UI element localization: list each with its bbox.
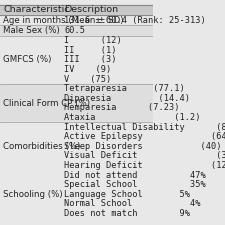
Bar [0,15,153,25]
Text: Hearing Deficit             (12): Hearing Deficit (12) [64,161,225,170]
Bar [0,170,153,218]
Bar [0,122,153,170]
Text: III    (3): III (3) [64,55,117,64]
Bar [0,5,153,15]
Text: Intellectual Disability      (83): Intellectual Disability (83) [64,123,225,132]
Text: Did not attend          47%: Did not attend 47% [64,171,206,180]
Text: Active Epilepsy             (64): Active Epilepsy (64) [64,132,225,141]
Text: Characteristic: Characteristic [3,5,70,14]
Text: Age in months (Mean ± SD): Age in months (Mean ± SD) [3,16,124,25]
Text: Schooling (%): Schooling (%) [3,190,63,199]
Text: V    (75): V (75) [64,74,111,83]
Text: Language School       5%: Language School 5% [64,190,190,199]
Text: Description: Description [64,5,118,14]
Text: IV    (9): IV (9) [64,65,111,74]
Text: Visual Deficit               (33): Visual Deficit (33) [64,151,225,160]
Text: Does not match        9%: Does not match 9% [64,209,190,218]
Text: GMFCS (%): GMFCS (%) [3,55,52,64]
Text: Ataxia               (1.2): Ataxia (1.2) [64,113,201,122]
Text: Special School          35%: Special School 35% [64,180,206,189]
Text: II     (1): II (1) [64,46,117,55]
Bar [0,84,153,122]
Text: 60.5: 60.5 [64,26,85,35]
Text: Clinical Form CP (%): Clinical Form CP (%) [3,99,90,108]
Text: Sleep Disorders           (40): Sleep Disorders (40) [64,142,222,151]
Bar [0,36,153,84]
Text: I      (12): I (12) [64,36,122,45]
Text: Diparesia         (14.4): Diparesia (14.4) [64,94,190,103]
Text: Comorbidities (%): Comorbidities (%) [3,142,80,151]
Text: Normal School           4%: Normal School 4% [64,200,201,209]
Text: Tetraparesia     (77.1): Tetraparesia (77.1) [64,84,185,93]
Text: 131.6 ± 60.4 (Rank: 25-313): 131.6 ± 60.4 (Rank: 25-313) [64,16,206,25]
Text: Hemparesia      (7.23): Hemparesia (7.23) [64,104,180,112]
Text: Male Sex (%): Male Sex (%) [3,26,60,35]
Bar [0,25,153,36]
